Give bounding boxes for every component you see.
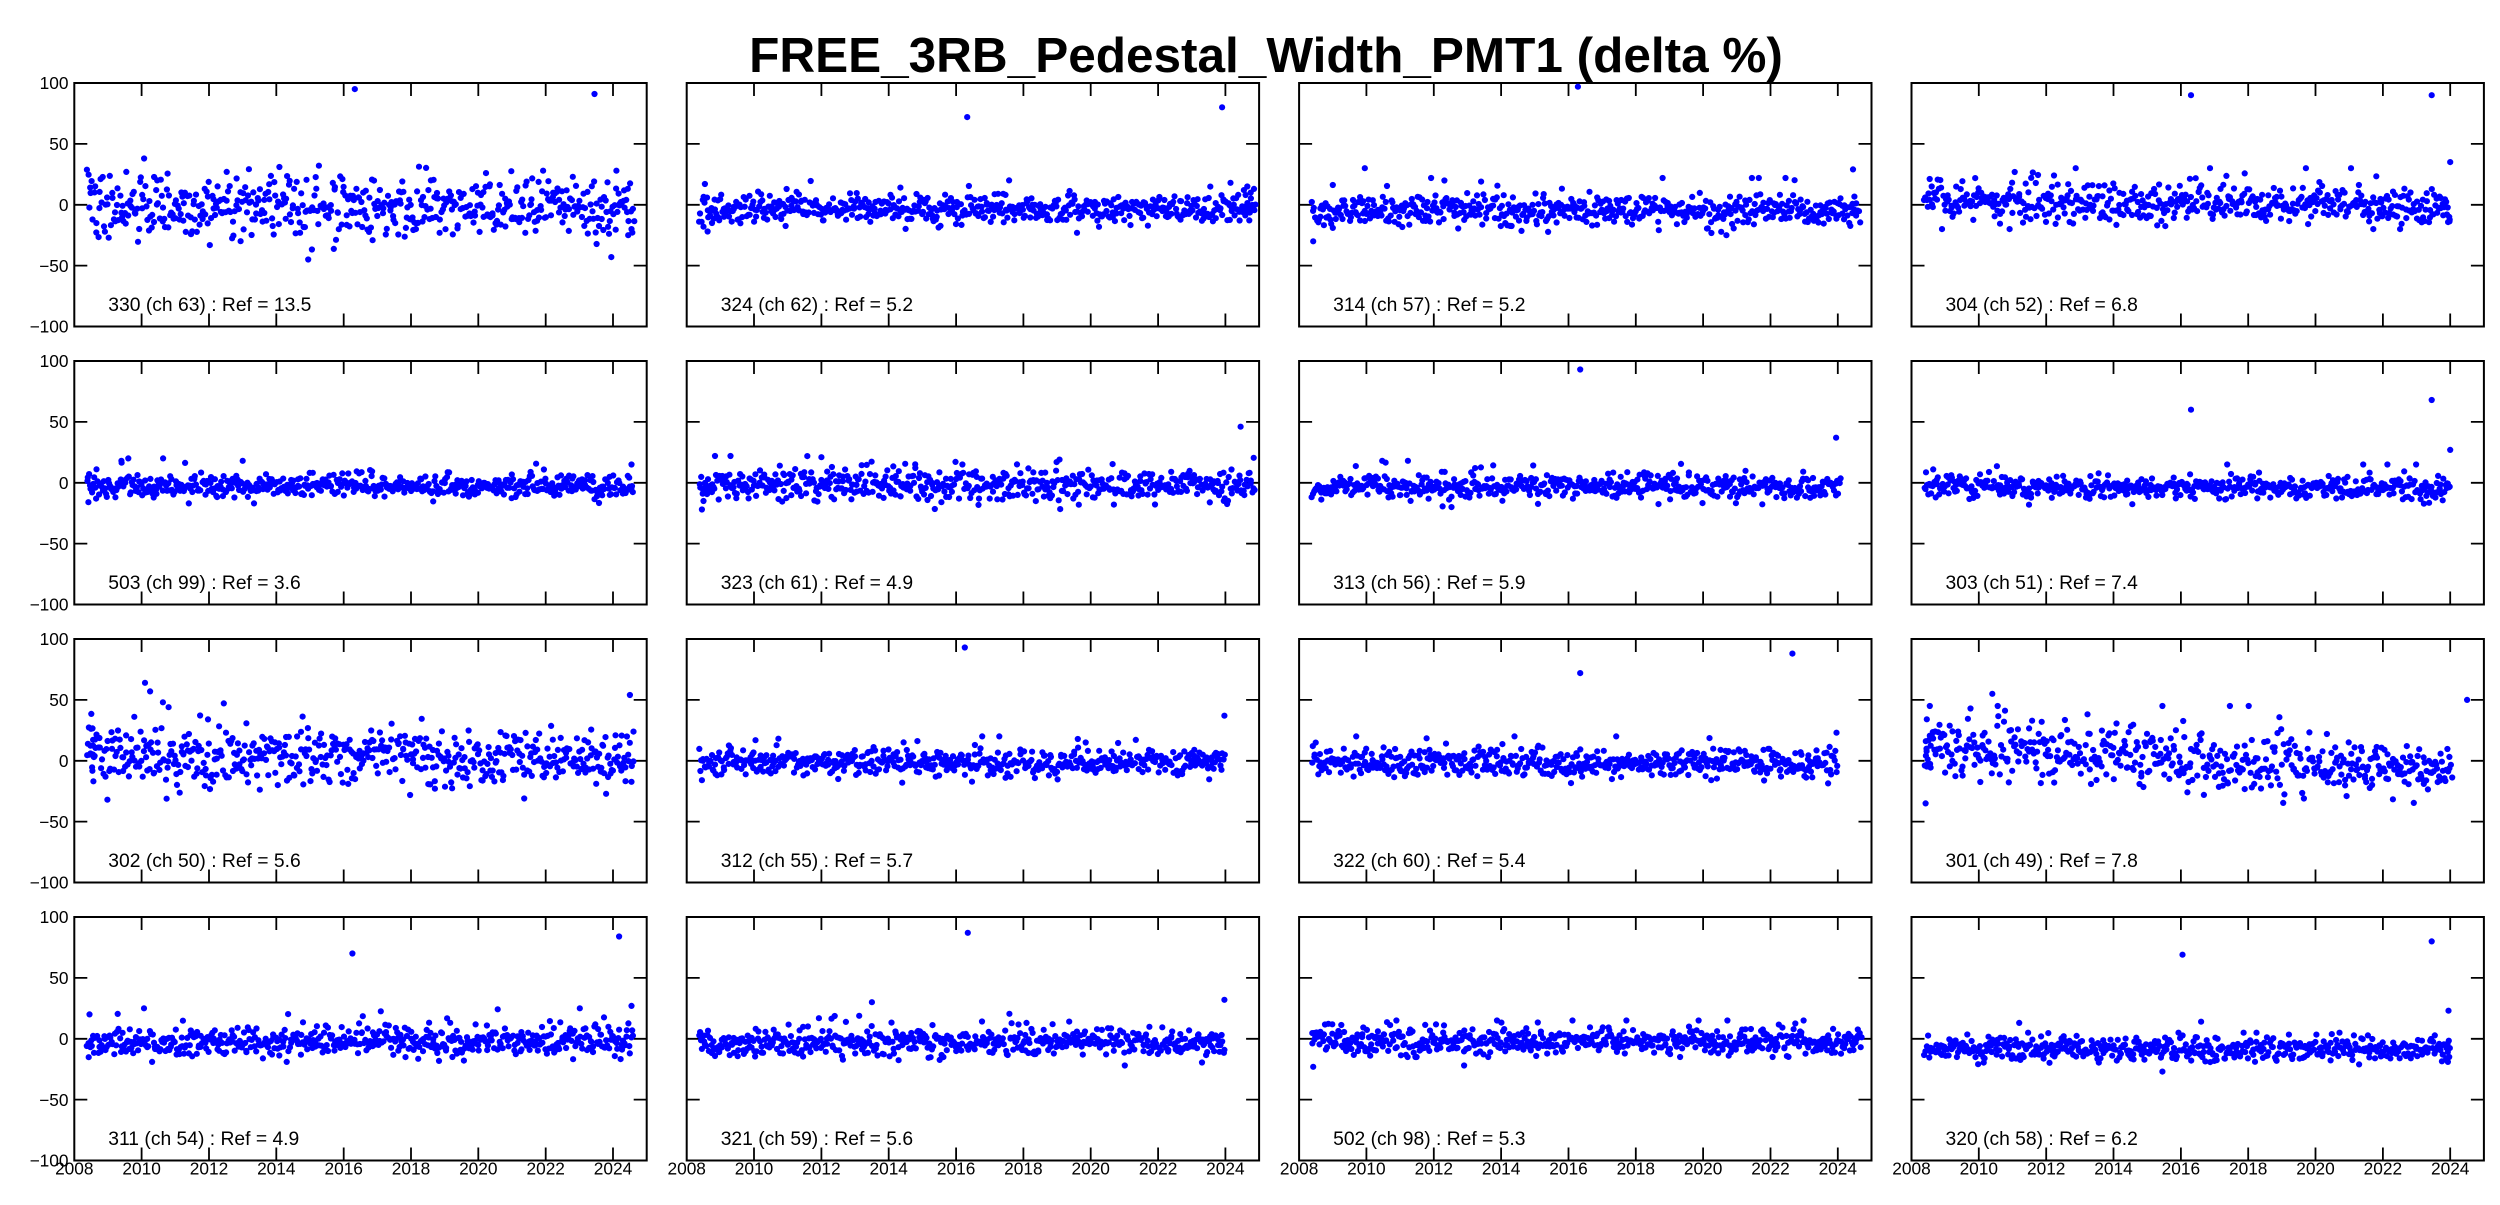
svg-text:502 (ch 98) : Ref = 5.3: 502 (ch 98) : Ref = 5.3: [1333, 1129, 1525, 1150]
svg-text:2022: 2022: [1751, 1159, 1789, 1179]
svg-text:2016: 2016: [937, 1159, 975, 1179]
svg-text:0: 0: [59, 751, 69, 771]
svg-text:2022: 2022: [526, 1159, 564, 1179]
svg-text:FREE_3RB_Pedestal_Width_PMT1 (: FREE_3RB_Pedestal_Width_PMT1 (delta %): [749, 28, 1783, 83]
svg-text:2010: 2010: [1347, 1159, 1385, 1179]
svg-text:100: 100: [40, 73, 69, 93]
svg-text:2020: 2020: [459, 1159, 497, 1179]
svg-text:330 (ch 63) : Ref = 13.5: 330 (ch 63) : Ref = 13.5: [108, 295, 311, 316]
svg-text:322 (ch 60) : Ref = 5.4: 322 (ch 60) : Ref = 5.4: [1333, 851, 1526, 872]
svg-text:2016: 2016: [2162, 1159, 2200, 1179]
svg-text:503 (ch 99) : Ref = 3.6: 503 (ch 99) : Ref = 3.6: [108, 573, 300, 594]
svg-text:2016: 2016: [1549, 1159, 1587, 1179]
svg-text:50: 50: [49, 690, 68, 710]
svg-text:2022: 2022: [1139, 1159, 1177, 1179]
svg-text:2020: 2020: [1684, 1159, 1722, 1179]
svg-text:2018: 2018: [1004, 1159, 1042, 1179]
svg-text:2008: 2008: [1892, 1159, 1930, 1179]
svg-text:313 (ch 56) : Ref = 5.9: 313 (ch 56) : Ref = 5.9: [1333, 573, 1525, 594]
svg-text:2012: 2012: [1415, 1159, 1453, 1179]
svg-text:−50: −50: [39, 256, 68, 276]
svg-text:302 (ch 50) : Ref = 5.6: 302 (ch 50) : Ref = 5.6: [108, 851, 300, 872]
svg-text:2008: 2008: [55, 1159, 93, 1179]
svg-text:−50: −50: [39, 812, 68, 832]
svg-text:2024: 2024: [2431, 1159, 2470, 1179]
svg-text:2012: 2012: [2027, 1159, 2065, 1179]
svg-text:2024: 2024: [1206, 1159, 1245, 1179]
svg-text:2014: 2014: [869, 1159, 908, 1179]
svg-text:−50: −50: [39, 534, 68, 554]
svg-text:2014: 2014: [257, 1159, 296, 1179]
svg-text:−100: −100: [30, 595, 69, 615]
svg-text:100: 100: [40, 629, 69, 649]
svg-text:324 (ch 62) : Ref = 5.2: 324 (ch 62) : Ref = 5.2: [721, 295, 913, 316]
svg-text:0: 0: [59, 473, 69, 493]
svg-text:2018: 2018: [1617, 1159, 1655, 1179]
svg-text:2008: 2008: [1280, 1159, 1318, 1179]
svg-text:2010: 2010: [735, 1159, 773, 1179]
svg-text:2008: 2008: [667, 1159, 705, 1179]
svg-text:2016: 2016: [324, 1159, 362, 1179]
svg-text:2020: 2020: [1071, 1159, 1109, 1179]
svg-text:320 (ch 58) : Ref = 6.2: 320 (ch 58) : Ref = 6.2: [1946, 1129, 2138, 1150]
svg-text:−100: −100: [30, 317, 69, 337]
svg-text:−50: −50: [39, 1090, 68, 1110]
svg-text:2018: 2018: [2229, 1159, 2267, 1179]
svg-text:2018: 2018: [392, 1159, 430, 1179]
svg-text:303 (ch 51) : Ref = 7.4: 303 (ch 51) : Ref = 7.4: [1946, 573, 2139, 594]
svg-text:2014: 2014: [1482, 1159, 1521, 1179]
svg-text:50: 50: [49, 412, 68, 432]
svg-text:2010: 2010: [122, 1159, 160, 1179]
svg-text:312 (ch 55) : Ref = 5.7: 312 (ch 55) : Ref = 5.7: [721, 851, 913, 872]
svg-text:−100: −100: [30, 873, 69, 893]
svg-text:2022: 2022: [2364, 1159, 2402, 1179]
svg-text:2012: 2012: [802, 1159, 840, 1179]
svg-text:311 (ch 54) : Ref = 4.9: 311 (ch 54) : Ref = 4.9: [108, 1129, 299, 1150]
svg-text:2012: 2012: [190, 1159, 228, 1179]
svg-text:301 (ch 49) : Ref = 7.8: 301 (ch 49) : Ref = 7.8: [1946, 851, 2138, 872]
svg-text:2024: 2024: [1819, 1159, 1858, 1179]
svg-text:2020: 2020: [2296, 1159, 2334, 1179]
svg-text:323 (ch 61) : Ref = 4.9: 323 (ch 61) : Ref = 4.9: [721, 573, 913, 594]
svg-text:100: 100: [40, 907, 69, 927]
svg-text:0: 0: [59, 1029, 69, 1049]
svg-text:321 (ch 59) : Ref = 5.6: 321 (ch 59) : Ref = 5.6: [721, 1129, 913, 1150]
svg-text:100: 100: [40, 351, 69, 371]
svg-text:−100: −100: [30, 1151, 69, 1171]
svg-text:50: 50: [49, 134, 68, 154]
svg-text:0: 0: [59, 195, 69, 215]
svg-text:314 (ch 57) : Ref = 5.2: 314 (ch 57) : Ref = 5.2: [1333, 295, 1525, 316]
svg-text:2014: 2014: [2094, 1159, 2133, 1179]
svg-text:304 (ch 52) : Ref = 6.8: 304 (ch 52) : Ref = 6.8: [1946, 295, 2138, 316]
svg-text:2024: 2024: [594, 1159, 633, 1179]
svg-text:50: 50: [49, 968, 68, 988]
svg-text:2010: 2010: [1960, 1159, 1998, 1179]
